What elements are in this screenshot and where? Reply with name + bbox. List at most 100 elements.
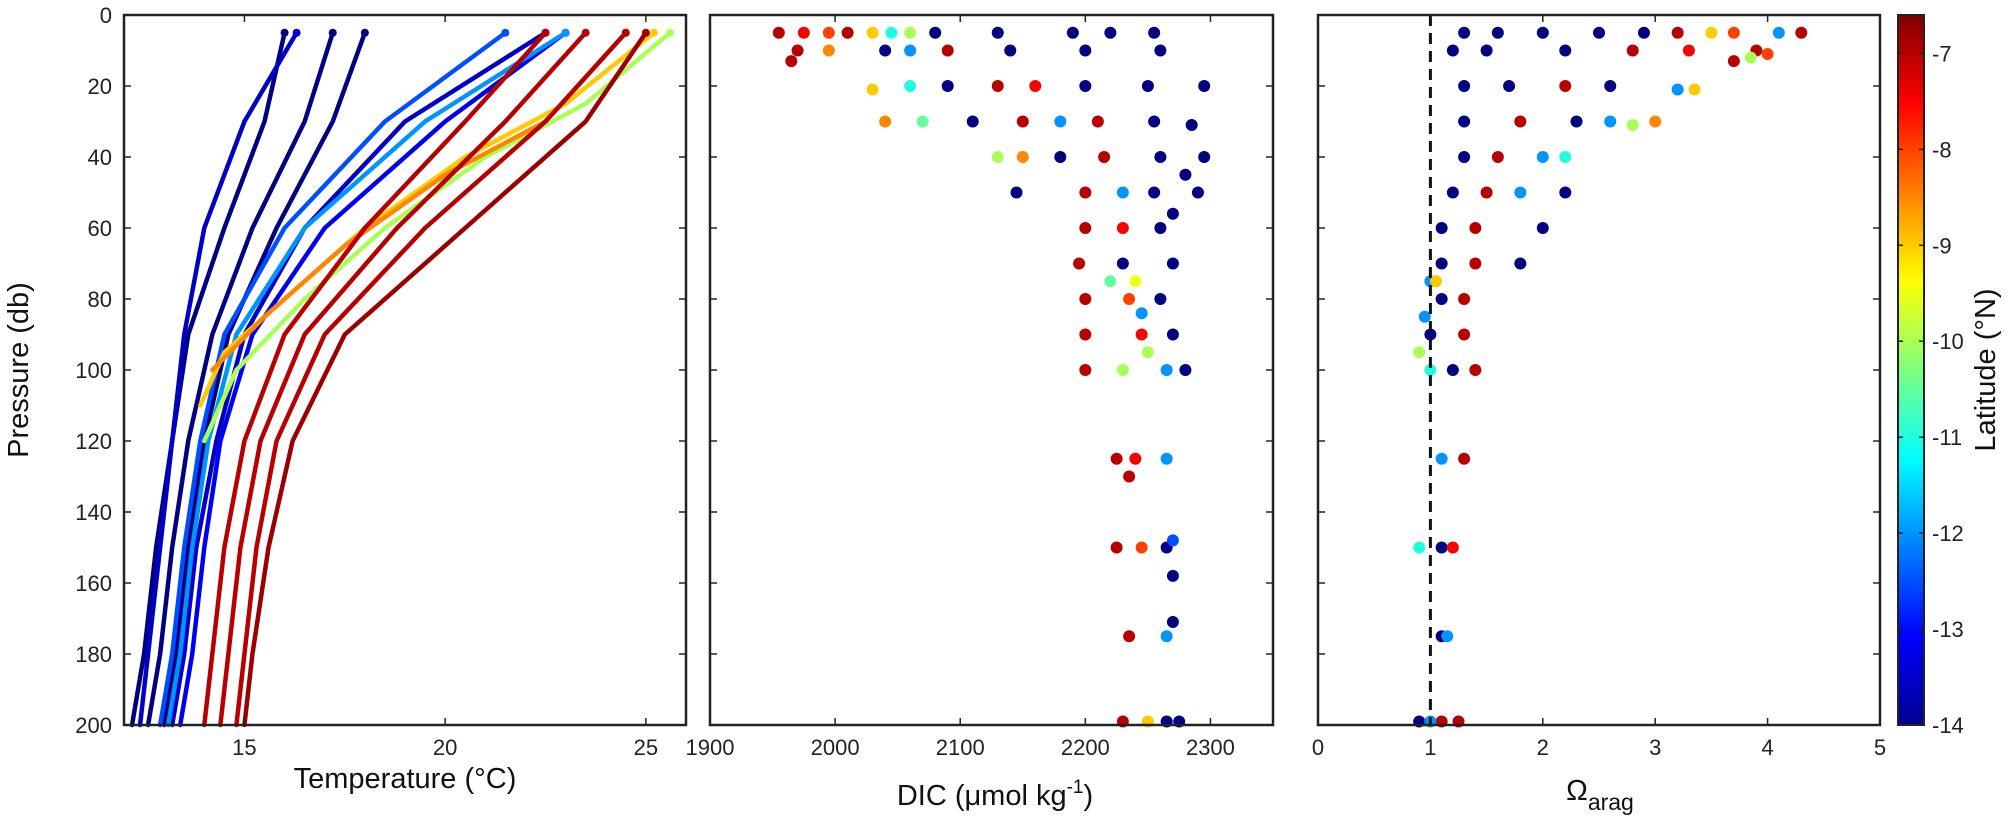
colorbar-tick-label: -10 (1932, 329, 1964, 354)
y-tick-label: 180 (75, 642, 112, 667)
omega-point (1559, 80, 1572, 92)
dic-point (1079, 222, 1092, 234)
dic-point (1116, 257, 1129, 270)
x-tick-label: 0 (1312, 735, 1324, 760)
dic-point (1104, 26, 1117, 39)
temperature-profile-line (202, 30, 673, 444)
omega-point (1418, 310, 1431, 323)
temperature-profile-line (242, 30, 649, 728)
omega-point (1435, 541, 1448, 554)
omega-point (1761, 48, 1774, 61)
pressure-ylabel: Pressure (db) (3, 282, 35, 458)
omega-point (1480, 186, 1493, 199)
dic-point (791, 44, 804, 57)
omega-point (1480, 44, 1493, 57)
temperature-series-layer (129, 28, 674, 728)
dic-point (904, 80, 917, 92)
omega-point (1458, 452, 1471, 465)
dic-point (1123, 470, 1136, 483)
omega-point (1469, 364, 1482, 376)
y-tick-label: 200 (75, 713, 112, 738)
temperature-profile-point (665, 28, 674, 37)
omega-point (1514, 186, 1527, 199)
x-tick-label: 1 (1424, 735, 1436, 760)
dic-point (1104, 275, 1117, 288)
dic-point (866, 83, 879, 96)
dic-point (1135, 307, 1148, 320)
temperature-xlabel: Temperature (°C) (294, 763, 517, 795)
colorbar-ticks: -7 -8 -9 -10 -11 -12 -13 -14 (1898, 41, 1964, 738)
temperature-ticks: 15 20 25 0 20 40 60 80 100 120 140 160 180 200 (75, 3, 686, 760)
x-tick-label: 2200 (1061, 735, 1110, 760)
colorbar-gradient (1897, 14, 1925, 726)
dic-ticks: 1900 2000 2100 2200 2300 (686, 14, 1273, 760)
temperature-profile-line (129, 30, 287, 728)
omega-point (1514, 115, 1527, 128)
omega-point (1446, 541, 1459, 554)
x-tick-label: 25 (634, 735, 658, 760)
omega-point (1671, 26, 1684, 39)
dic-point (1054, 151, 1067, 163)
temperature-frame (122, 13, 688, 727)
dic-point (1116, 364, 1129, 376)
dic-point (1135, 328, 1148, 341)
omega-point (1744, 51, 1757, 64)
x-tick-label: 2000 (811, 735, 860, 760)
temperature-profile-point (621, 28, 630, 37)
y-tick-label: 0 (100, 3, 112, 28)
omega-point (1458, 293, 1471, 305)
omega-point (1570, 115, 1583, 128)
dic-point (879, 115, 892, 128)
dic-points-layer (772, 26, 1211, 728)
dic-point (1110, 541, 1123, 554)
dic-point (772, 26, 785, 39)
dic-point (1141, 346, 1154, 359)
dic-point (1198, 151, 1211, 163)
dic-point (1123, 630, 1136, 643)
omega-point (1649, 115, 1662, 128)
omega-point (1458, 151, 1471, 163)
y-tick-label: 40 (88, 145, 112, 170)
omega-point (1503, 80, 1516, 92)
temperature-profile-point (280, 28, 289, 37)
omega-point (1559, 151, 1572, 163)
omega-point (1446, 364, 1459, 376)
temperature-profile-point (649, 28, 658, 37)
omega-point (1626, 44, 1639, 57)
dic-point (991, 151, 1004, 163)
omega-point (1536, 222, 1549, 234)
dic-point (1166, 569, 1179, 582)
omega-points-layer (1413, 26, 1808, 728)
dic-point (1160, 452, 1173, 465)
dic-point (1166, 616, 1179, 629)
y-tick-label: 60 (88, 216, 112, 241)
dic-point (941, 44, 954, 57)
omega-point (1458, 26, 1471, 39)
omega-point (1435, 257, 1448, 270)
omega-xlabel: Ωarag (1566, 775, 1634, 815)
dic-point (1123, 293, 1136, 305)
temperature-profile-point (328, 28, 337, 37)
omega-point (1772, 26, 1785, 39)
dic-point (822, 26, 835, 39)
y-tick-label: 140 (75, 500, 112, 525)
dic-point (1135, 541, 1148, 554)
omega-xlabel-symbol: Ω (1566, 775, 1588, 807)
omega-point (1430, 275, 1443, 288)
omega-point (1469, 257, 1482, 270)
dic-frame (708, 13, 1275, 727)
dic-point (1154, 151, 1167, 163)
dic-point (1179, 168, 1192, 181)
x-tick-label: 2300 (1186, 735, 1235, 760)
dic-point (1154, 222, 1167, 234)
y-tick-label: 20 (88, 74, 112, 99)
omega-point (1626, 119, 1639, 132)
dic-point (1079, 328, 1092, 341)
dic-point (904, 26, 917, 39)
omega-point (1536, 151, 1549, 163)
temperature-profile-line (145, 30, 335, 728)
dic-point (866, 26, 879, 39)
colorbar: -7 -8 -9 -10 -11 -12 -13 -14 Latitude (°N) (1897, 14, 2002, 738)
dic-point (1079, 44, 1092, 57)
dic-xlabel-suffix: ) (1084, 780, 1094, 812)
